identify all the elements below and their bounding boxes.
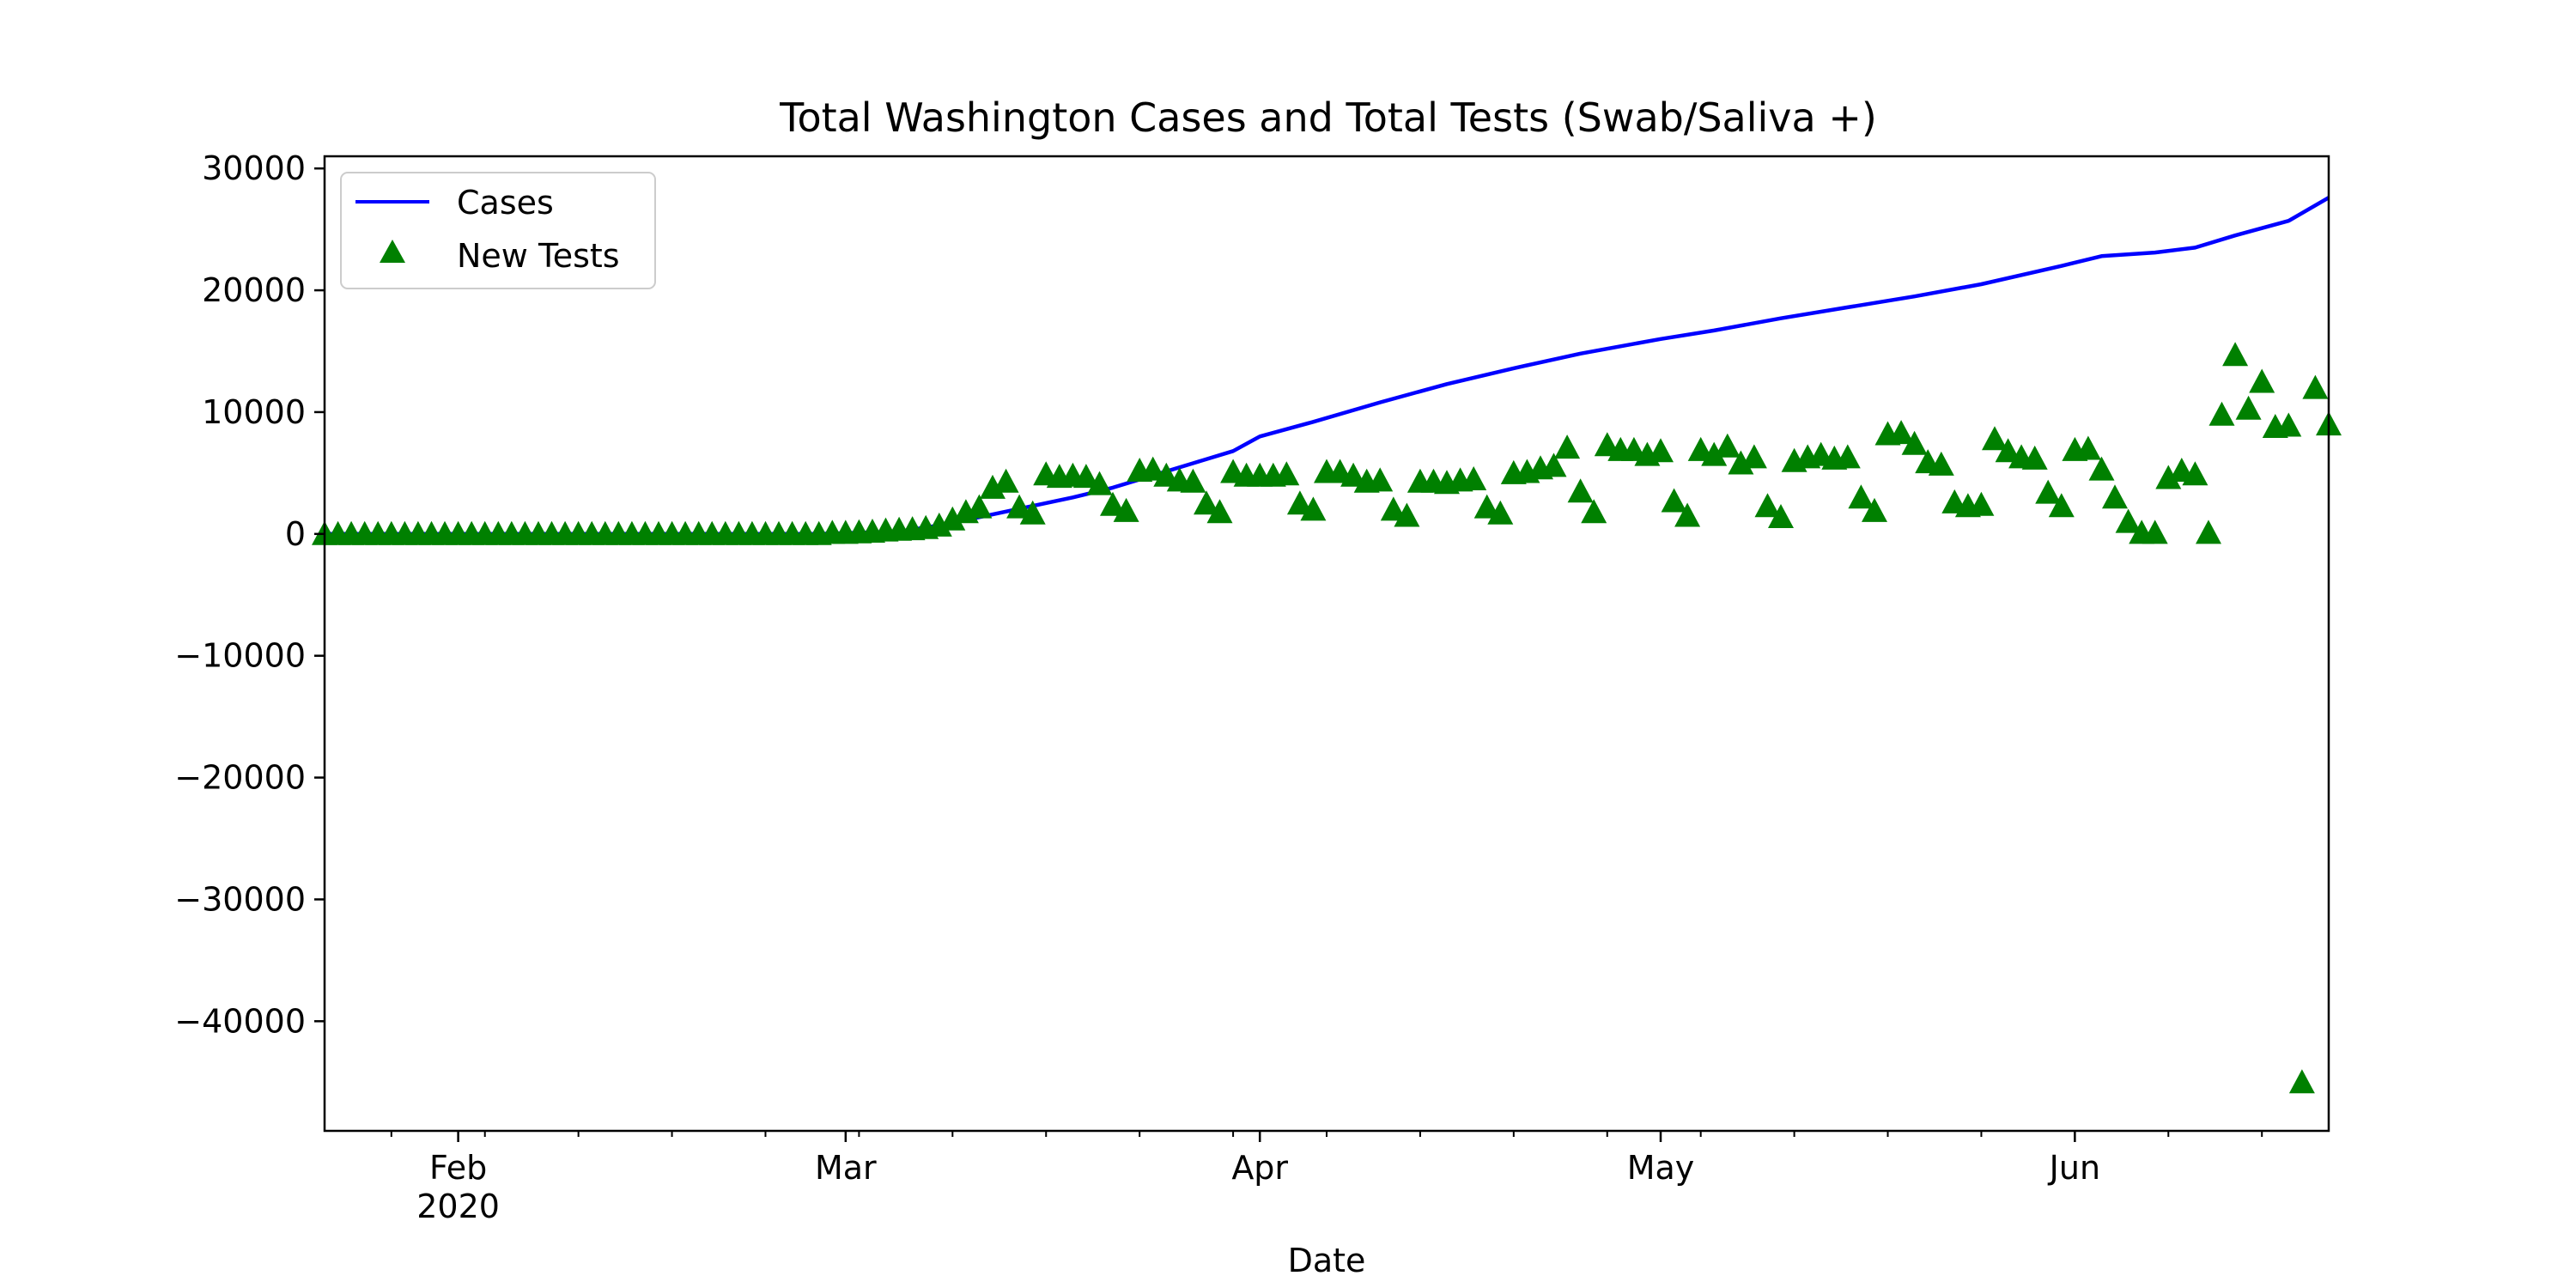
new-tests-point bbox=[1567, 478, 1594, 503]
new-tests-point bbox=[1768, 504, 1794, 528]
x-tick-label: Mar bbox=[815, 1149, 877, 1187]
y-axis: 30000 20000 10000 0 −10000 −20000 −30000 −40000 bbox=[174, 149, 325, 1040]
new-tests-point bbox=[1928, 451, 1954, 476]
new-tests-point bbox=[1741, 444, 1767, 469]
new-tests-point bbox=[980, 474, 1005, 499]
new-tests-point bbox=[939, 506, 966, 531]
new-tests-point bbox=[1473, 494, 1500, 519]
new-tests-point bbox=[926, 512, 952, 537]
new-tests-point bbox=[1888, 420, 1915, 445]
new-tests-point bbox=[1754, 493, 1781, 518]
new-tests-point bbox=[2302, 374, 2329, 399]
new-tests-point bbox=[993, 468, 1019, 493]
new-tests-point bbox=[1461, 466, 1487, 490]
plot-frame bbox=[323, 155, 2330, 1133]
new-tests-point bbox=[1581, 499, 1607, 524]
new-tests-point bbox=[1100, 491, 1126, 516]
new-tests-point bbox=[1019, 500, 1046, 525]
new-tests-point bbox=[1300, 496, 1327, 521]
legend-new-tests-label: New Tests bbox=[457, 237, 620, 275]
new-tests-point bbox=[1848, 484, 1874, 509]
legend-cases-label: Cases bbox=[457, 184, 554, 222]
new-tests-point bbox=[2222, 342, 2249, 367]
new-tests-point bbox=[2115, 508, 2142, 533]
new-tests-point bbox=[1540, 453, 1567, 477]
y-tick-label: −20000 bbox=[174, 759, 306, 797]
new-tests-point bbox=[1340, 462, 1367, 487]
new-tests-point bbox=[1982, 426, 2008, 451]
new-tests-point bbox=[1487, 500, 1514, 525]
x-tick-label: Feb bbox=[429, 1149, 487, 1187]
new-tests-point bbox=[1728, 450, 1754, 475]
new-tests-point bbox=[1968, 491, 1995, 516]
x-tick-sublabel: 2020 bbox=[416, 1188, 500, 1225]
new-tests-point bbox=[2196, 519, 2221, 544]
new-tests-point bbox=[1714, 433, 1741, 458]
new-tests-point bbox=[1862, 497, 1887, 522]
plot-content bbox=[312, 196, 2342, 1094]
new-tests-point bbox=[1701, 441, 1728, 466]
new-tests-point bbox=[1072, 464, 1099, 489]
new-tests-point bbox=[2155, 465, 2182, 489]
new-tests-point bbox=[2208, 401, 2235, 426]
y-tick-label: 0 bbox=[285, 515, 306, 553]
new-tests-point bbox=[1286, 490, 1313, 515]
new-tests-point bbox=[1901, 430, 1928, 455]
new-tests-point bbox=[2075, 435, 2101, 460]
y-tick-label: −30000 bbox=[174, 880, 306, 918]
new-tests-point bbox=[2288, 1069, 2315, 1094]
new-tests-point bbox=[2249, 368, 2275, 393]
new-tests-point bbox=[2088, 456, 2115, 481]
x-tick-label: May bbox=[1627, 1149, 1695, 1187]
new-tests-point bbox=[1086, 471, 1113, 495]
new-tests-point bbox=[2275, 412, 2302, 437]
new-tests-point bbox=[1006, 494, 1033, 519]
new-tests-point bbox=[1180, 468, 1206, 493]
new-tests-point bbox=[2102, 484, 2128, 509]
chart-title: Total Washington Cases and Total Tests (… bbox=[779, 94, 1877, 141]
new-tests-point bbox=[2182, 461, 2208, 486]
new-tests-point bbox=[1113, 497, 1139, 522]
new-tests-point bbox=[1139, 456, 1166, 481]
x-tick-label: Apr bbox=[1231, 1149, 1288, 1187]
new-tests-point bbox=[1367, 467, 1394, 492]
new-tests-point bbox=[1394, 502, 1420, 527]
y-tick-label: 20000 bbox=[202, 271, 306, 309]
new-tests-point bbox=[1194, 490, 1219, 515]
new-tests-point bbox=[2048, 493, 2075, 518]
y-tick-label: −10000 bbox=[174, 637, 306, 675]
new-tests-point bbox=[1380, 496, 1406, 521]
new-tests-point bbox=[1661, 488, 1687, 513]
y-tick-label: −40000 bbox=[174, 1002, 306, 1040]
x-tick-label: Jun bbox=[2048, 1149, 2100, 1187]
x-axis-label: Date bbox=[1288, 1242, 1366, 1279]
new-tests-point bbox=[1554, 434, 1581, 459]
new-tests-point bbox=[1273, 461, 1300, 486]
new-tests-point bbox=[2235, 395, 2262, 420]
legend: Cases New Tests bbox=[340, 172, 656, 289]
new-tests-point bbox=[1995, 438, 2021, 463]
new-tests-point bbox=[2021, 445, 2048, 470]
new-tests-point bbox=[2142, 519, 2168, 544]
y-tick-label: 30000 bbox=[202, 149, 306, 187]
new-tests-point bbox=[2035, 479, 2062, 504]
new-tests-point bbox=[966, 494, 993, 519]
new-tests-point bbox=[1206, 499, 1233, 524]
new-tests-point bbox=[1648, 438, 1674, 463]
y-tick-label: 10000 bbox=[202, 393, 306, 431]
new-tests-point bbox=[1674, 502, 1701, 527]
new-tests-point bbox=[1834, 444, 1861, 469]
legend-new-tests-marker bbox=[380, 240, 405, 263]
